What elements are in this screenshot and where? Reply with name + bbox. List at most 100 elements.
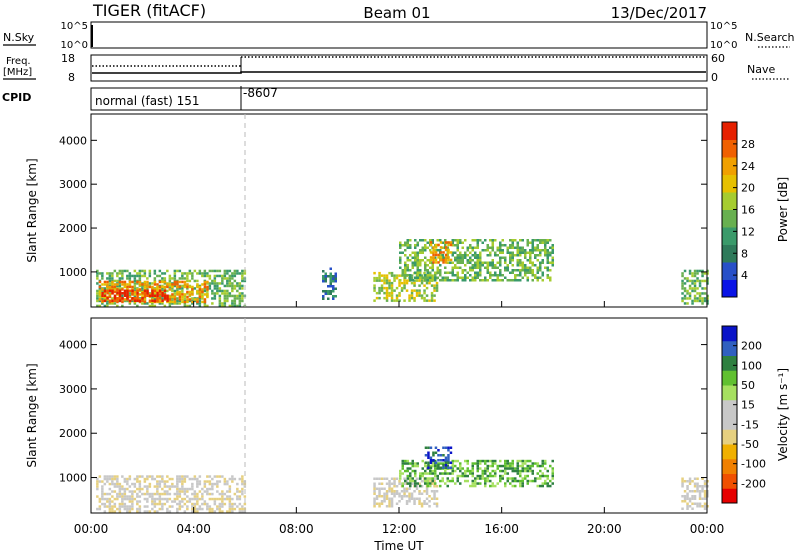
power-cell xyxy=(413,279,416,282)
power-cell xyxy=(236,284,239,288)
power-cell xyxy=(411,264,414,267)
power-cell xyxy=(178,280,182,284)
velocity-cell xyxy=(439,466,443,469)
power-cell xyxy=(706,272,709,275)
velocity-cell xyxy=(442,446,445,449)
power-cell xyxy=(151,282,154,285)
velocity-cell xyxy=(549,464,552,468)
power-cell xyxy=(481,261,484,264)
velocity-cell xyxy=(183,477,187,481)
power-cell xyxy=(111,283,114,286)
velocity-cell xyxy=(464,472,467,475)
power-cell xyxy=(410,281,414,285)
velocity-cell xyxy=(395,492,399,495)
velocity-cell xyxy=(178,475,182,478)
velocity-cell xyxy=(113,497,117,501)
power-cell xyxy=(375,279,379,282)
power-cell xyxy=(158,302,162,305)
velocity-cell xyxy=(203,502,207,506)
power-cell xyxy=(231,274,234,278)
velocity-cell xyxy=(171,485,174,488)
velocity-cell xyxy=(474,462,477,465)
power-cell xyxy=(329,290,332,293)
power-cell xyxy=(375,276,379,280)
velocity-cell xyxy=(430,482,434,485)
velocity-cell xyxy=(476,474,479,478)
power-cell xyxy=(410,274,414,277)
velocity-cell xyxy=(378,477,381,480)
power-cell xyxy=(441,254,444,257)
power-cell xyxy=(111,288,114,291)
power-cell xyxy=(414,251,417,254)
power-cell xyxy=(98,298,102,301)
xtick-label-5: 16:00 xyxy=(484,522,519,536)
velocity-cell xyxy=(501,469,504,473)
velocity-cell xyxy=(519,479,522,483)
velocity-cell xyxy=(191,507,194,511)
power-cell xyxy=(223,294,227,298)
velocity-colorbar-tick-label-8: 200 xyxy=(741,340,762,353)
velocity-cell xyxy=(393,485,396,488)
velocity-cell xyxy=(111,482,114,486)
power-cell xyxy=(536,269,539,272)
power-cell xyxy=(534,246,537,249)
power-cell xyxy=(238,294,242,298)
power-cell xyxy=(398,291,401,295)
velocity-cell xyxy=(509,477,512,480)
power-cell xyxy=(519,261,522,264)
power-cell xyxy=(241,294,244,298)
velocity-cell xyxy=(178,492,182,496)
power-cell xyxy=(442,251,445,254)
velocity-cell xyxy=(231,475,234,478)
velocity-cell xyxy=(474,482,477,485)
power-cell xyxy=(499,246,502,249)
power-cell xyxy=(437,243,440,247)
velocity-cell xyxy=(429,472,432,475)
power-cell xyxy=(491,241,494,244)
velocity-cell xyxy=(231,505,234,508)
velocity-cell xyxy=(519,469,522,473)
velocity-cell xyxy=(413,497,416,500)
velocity-cell xyxy=(128,497,132,501)
power-cell xyxy=(539,261,542,264)
velocity-cell xyxy=(163,482,167,486)
power-cell xyxy=(529,271,532,274)
power-cell xyxy=(401,274,404,277)
power-cell xyxy=(451,271,454,274)
velocity-cell xyxy=(148,482,152,486)
power-cell xyxy=(434,253,438,257)
power-cell xyxy=(432,256,435,259)
power-cell xyxy=(136,272,139,275)
velocity-cell xyxy=(183,487,187,491)
velocity-cell xyxy=(168,487,172,491)
velocity-cell xyxy=(429,446,433,449)
velocity-cell xyxy=(461,474,464,478)
velocity-colorbar-swatch-10 xyxy=(722,355,737,371)
power-cell xyxy=(118,297,122,300)
power-cell xyxy=(158,280,162,284)
power-cell xyxy=(393,276,396,280)
power-cell xyxy=(213,297,217,300)
velocity-cell xyxy=(426,484,429,488)
power-cell xyxy=(108,293,112,296)
velocity-cell xyxy=(161,477,164,481)
power-cell xyxy=(400,286,404,290)
velocity-cell xyxy=(108,492,112,496)
velocity-cell xyxy=(153,500,157,503)
power-cell xyxy=(141,284,144,288)
power-cell xyxy=(451,266,454,269)
velocity-cell xyxy=(546,474,549,478)
power-cell xyxy=(421,259,424,262)
velocity-cell xyxy=(536,462,539,465)
power-cell xyxy=(406,269,409,272)
power-cell xyxy=(226,297,229,300)
velocity-cell xyxy=(103,497,107,501)
power-cell xyxy=(171,287,174,290)
power-cell xyxy=(456,276,459,279)
velocity-cell xyxy=(451,477,454,480)
velocity-cell xyxy=(701,477,704,480)
velocity-cell xyxy=(526,459,529,463)
power-cell xyxy=(509,259,512,262)
power-colorbar-tick-label-3: 12 xyxy=(741,225,755,238)
velocity-region-3 xyxy=(399,459,554,488)
